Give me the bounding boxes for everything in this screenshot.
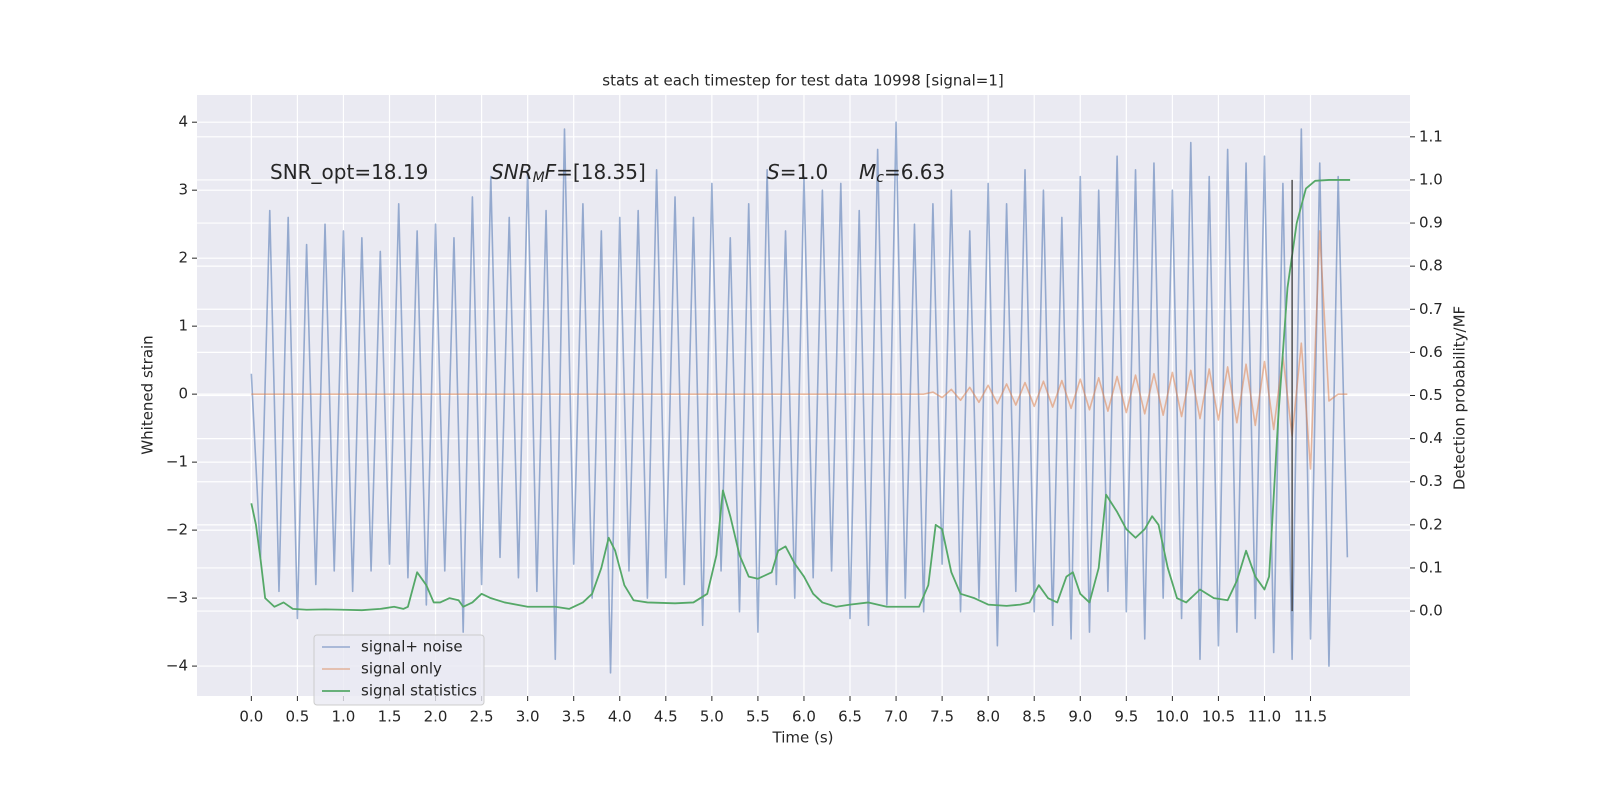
x-tick-label: 1.0	[332, 708, 356, 726]
y2-tick-label: 1.0	[1419, 170, 1443, 188]
y2-tick-label: 0.2	[1419, 515, 1443, 533]
annotation-part: M	[859, 160, 876, 184]
x-tick-label: 3.5	[562, 708, 586, 726]
x-tick-label: 11.5	[1294, 708, 1327, 726]
x-tick-label: 9.0	[1068, 708, 1092, 726]
y-tick-label: −1	[166, 453, 188, 471]
x-tick-label: 6.0	[792, 708, 816, 726]
y-tick-label: 1	[178, 317, 188, 335]
series-line	[250, 121, 1349, 674]
x-tick-label: 8.0	[976, 708, 1000, 726]
y2-tick-label: 0.6	[1419, 343, 1443, 361]
annotation: Mc=6.63	[859, 160, 945, 187]
y2-tick-label: 0.1	[1419, 558, 1443, 576]
x-tick-label: 5.5	[746, 708, 770, 726]
y-tick-label: 0	[178, 385, 188, 403]
annotation-part: S	[767, 160, 780, 184]
series-line	[251, 230, 1348, 470]
annotation: S=1.0	[767, 160, 828, 184]
annotation-part: SNR_opt=18.19	[270, 160, 428, 184]
annotation-part: F	[545, 160, 557, 184]
x-axis-label: Time (s)	[772, 729, 834, 747]
annotation-part: M	[533, 170, 545, 186]
labels: 0.0 0.5 1.0 1.5 2.0 2.5 3.0 3.5 4.0 4.5 5.0 5.5 6.0 6…	[166, 113, 1443, 726]
annotation: SNRMF=[18.35]	[491, 160, 646, 187]
y-tick-label: −2	[166, 521, 188, 539]
x-tick-label: 7.0	[884, 708, 908, 726]
x-tick-label: 3.0	[516, 708, 540, 726]
annotation-part: =1.0	[780, 160, 829, 184]
legend-label: signal+ noise	[361, 638, 463, 656]
x-tick-label: 2.0	[424, 708, 448, 726]
legend-box	[313, 634, 485, 706]
y2-tick-label: 0.4	[1419, 429, 1443, 447]
legend-label: signal statistics	[361, 682, 477, 700]
x-tick-label: 0.5	[285, 708, 309, 726]
chart-title: stats at each timestep for test data 109…	[602, 72, 1003, 90]
y-tick-label: −4	[166, 657, 188, 675]
annotation-part: =6.63	[884, 160, 945, 184]
annotation: SNR_opt=18.19	[270, 160, 428, 184]
y2-tick-label: 1.1	[1419, 127, 1443, 145]
x-tick-label: 5.0	[700, 708, 724, 726]
y-tick-label: 4	[178, 113, 188, 131]
x-tick-label: 8.5	[1022, 708, 1046, 726]
y-axis-label: Whitened strain	[139, 335, 157, 454]
x-tick-label: 6.5	[838, 708, 862, 726]
y2-tick-label: 0.0	[1419, 602, 1443, 620]
y-tick-label: 3	[178, 181, 188, 199]
legend: signal+ noise signal only signal statistic…	[313, 634, 485, 706]
marks	[250, 121, 1351, 674]
x-tick-label: 7.5	[930, 708, 954, 726]
x-tick-label: 2.5	[470, 708, 494, 726]
y2-tick-label: 0.7	[1419, 300, 1443, 318]
x-tick-label: 11.0	[1248, 708, 1281, 726]
x-tick-label: 1.5	[378, 708, 402, 726]
annotation-part: SNR	[491, 160, 533, 184]
x-tick-label: 0.0	[239, 708, 263, 726]
y-tick-label: −3	[166, 589, 188, 607]
x-tick-label: 9.5	[1114, 708, 1138, 726]
x-tick-label: 4.0	[608, 708, 632, 726]
x-tick-label: 10.5	[1202, 708, 1235, 726]
x-tick-label: 4.5	[654, 708, 678, 726]
legend-label: signal only	[361, 660, 442, 678]
y2-tick-label: 0.9	[1419, 214, 1443, 232]
y-tick-label: 2	[178, 249, 188, 267]
y2-tick-label: 0.5	[1419, 386, 1443, 404]
series-line	[250, 179, 1351, 612]
annotation-part: c	[876, 170, 884, 186]
annotation-part: =[18.35]	[556, 160, 646, 184]
y2-tick-label: 0.8	[1419, 257, 1443, 275]
y2-tick-label: 0.3	[1419, 472, 1443, 490]
y2-axis-label: Detection probability/MF	[1451, 306, 1469, 490]
x-tick-label: 10.0	[1156, 708, 1189, 726]
